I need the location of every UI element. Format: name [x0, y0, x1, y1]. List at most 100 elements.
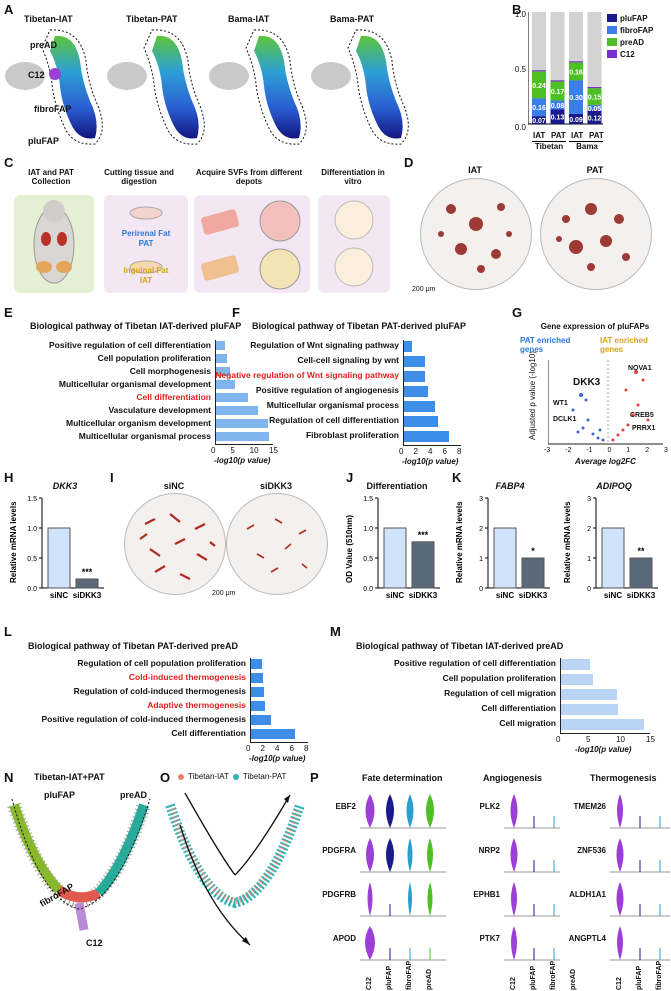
significance-marker: **	[637, 546, 645, 556]
y-tick: 2	[587, 526, 591, 533]
panel-k-label: K	[452, 470, 462, 485]
gene-label: EPHB1	[473, 890, 500, 899]
pathway-label: Multicellular organismal development	[58, 379, 211, 389]
trajectory-plot-n	[7, 798, 151, 931]
pathway-label: Vasculature development	[108, 405, 211, 415]
panel-m-label: M	[330, 624, 341, 639]
pathway-label: Cell differentiation	[171, 728, 246, 738]
f-title: Biological pathway of Tibetan PAT-derive…	[252, 321, 467, 331]
umap-title-2: Tibetan-PAT	[126, 14, 178, 24]
pathway-bar	[560, 659, 590, 670]
violin	[366, 838, 374, 872]
pathway-bar	[403, 431, 449, 442]
pathway-label: Regulation of cell differentiation	[269, 415, 399, 425]
y-tick: 1.5	[363, 496, 373, 503]
y-tick: 1.0	[27, 526, 37, 533]
step-1: IAT and PAT Collection	[28, 168, 74, 186]
bar	[47, 527, 71, 589]
violin-x-tick: fibroFAP	[406, 960, 413, 990]
violin-row	[360, 882, 446, 917]
pathway-label: Cell morphogenesis	[129, 366, 211, 376]
pathway-bar	[215, 367, 231, 376]
iat-label: IAT	[139, 276, 153, 285]
cluster-label-fibroFAP: fibroFAP	[34, 104, 72, 114]
pathway-label: Regulation of Wnt signaling pathway	[250, 340, 399, 350]
b-ytick-2: 1.0	[514, 10, 526, 19]
bar-segment	[532, 71, 546, 99]
violin	[510, 794, 518, 828]
violin-x-tick: pluFAP	[386, 965, 393, 990]
inguinal-label: Inguinal Fat	[123, 266, 169, 275]
bar-segment	[569, 62, 583, 81]
significance-marker: ***	[82, 567, 93, 577]
violin	[386, 838, 394, 872]
step-4: Differentiation in vitro	[321, 168, 385, 186]
panel-j-label: J	[346, 470, 354, 485]
bar-value-label: 0.12	[588, 115, 602, 122]
dish-icon	[129, 260, 163, 274]
x-tick: 0	[399, 447, 404, 456]
legend-swatch-c12	[607, 50, 617, 58]
y-tick: 1	[587, 556, 591, 563]
violin	[511, 882, 517, 916]
panel-e-label: E	[4, 305, 13, 320]
panel-d-label: D	[404, 155, 414, 170]
pathway-bar	[560, 704, 618, 715]
flask-icon	[200, 255, 240, 281]
b-legend: pluFAP fibroFAP preAD C12	[607, 12, 653, 60]
gene-label: TMEM26	[573, 802, 606, 811]
bar-value-label: 0.17	[551, 89, 565, 96]
panel-p-label: P	[310, 770, 319, 785]
pathway-bar	[403, 386, 429, 397]
gene-label: PLK2	[479, 802, 500, 811]
trajectory-plot-o	[165, 792, 305, 946]
violin	[617, 794, 623, 828]
bar-value-label: 0.30	[569, 95, 583, 102]
x-tick: 6	[289, 744, 294, 753]
b-group-0: Tibetan	[534, 142, 564, 151]
pathway-bar	[215, 354, 228, 363]
bar-segment	[569, 80, 583, 114]
b-ytick-0: 0.0	[514, 123, 526, 132]
y-axis-label: Relative mRNA levels	[455, 501, 464, 583]
n-title: Tibetan-IAT+PAT	[34, 772, 105, 782]
violin-row	[610, 882, 670, 917]
x-tick: siNC	[496, 591, 514, 600]
x-tick: siDKK3	[409, 591, 438, 600]
bar-segment	[550, 81, 565, 101]
violin-row	[504, 838, 560, 873]
violin	[511, 926, 517, 960]
pathway-bar	[560, 689, 617, 700]
x-tick: siNC	[386, 591, 404, 600]
violin-x-tick: C12	[616, 977, 623, 990]
n-cluster-preAD: preAD	[120, 790, 148, 800]
staining-image-sidkk3	[226, 493, 328, 595]
bar-value-label: 0.08	[551, 103, 565, 110]
legend-swatch-fibroFAP	[607, 26, 617, 34]
violin	[510, 838, 518, 872]
violin-x-tick: C12	[366, 977, 373, 990]
digestion-box	[104, 195, 188, 293]
umap-title-4: Bama-PAT	[330, 14, 375, 24]
bar-segment	[532, 98, 546, 117]
bar	[629, 557, 653, 589]
bar	[411, 541, 435, 589]
umap-title-3: Bama-IAT	[228, 14, 270, 24]
bar-value-label: 0.07	[532, 118, 546, 125]
violin-row	[360, 794, 446, 829]
bar-chart-l: Regulation of cell population proliferat…	[0, 656, 310, 763]
pathway-bar	[403, 341, 412, 352]
stacked-bar-chart: 0.07 0.16 0.24 0.13 0.08 0.17 0.09 0.30 0.16 0.12…	[528, 12, 603, 125]
pathway-bar	[560, 719, 644, 730]
violin-x-tick: preAD	[426, 968, 433, 990]
b-group-1: Bama	[576, 142, 598, 151]
violin	[406, 794, 414, 828]
legend-fibroFAP: fibroFAP	[620, 25, 654, 35]
violin	[365, 794, 375, 828]
y-tick: 1.0	[363, 526, 373, 533]
pathway-bar	[250, 729, 295, 739]
bar-chart-k2: Relative mRNA levels 0 1 2 3 siNC siDKK3 **	[563, 496, 658, 600]
gene-dkk3: DKK3	[573, 377, 601, 388]
significance-marker: ***	[418, 530, 429, 540]
x-tick: siDKK3	[73, 591, 102, 600]
